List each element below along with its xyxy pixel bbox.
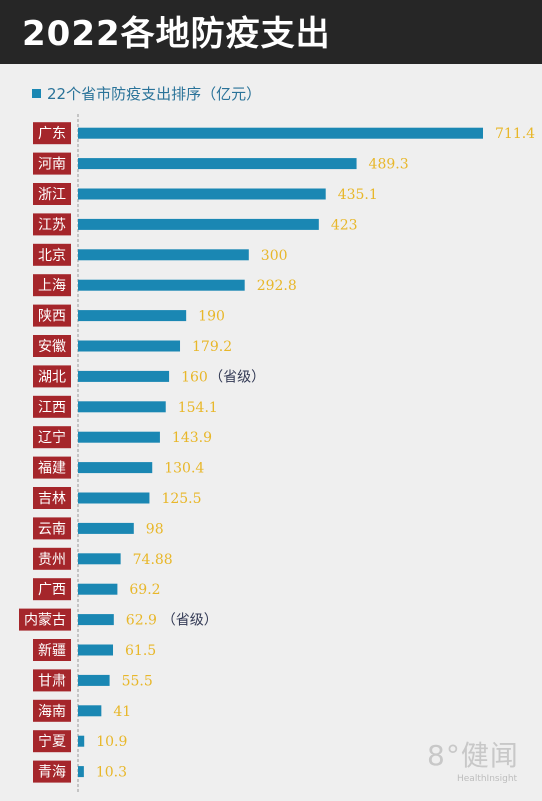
bar	[78, 218, 319, 230]
category-label-bg	[33, 122, 71, 145]
category-label-bg	[33, 213, 71, 236]
watermark-brand: 8°健闻	[427, 739, 519, 772]
value-label: 711.4	[495, 126, 535, 142]
category-label-bg	[33, 365, 71, 388]
legend-swatch	[32, 88, 41, 98]
value-label: 10.3	[96, 765, 127, 781]
category-label-bg	[33, 547, 71, 570]
bar	[78, 583, 118, 595]
category-label-bg	[33, 183, 71, 205]
category-label-bg	[33, 274, 71, 297]
category-label: 江苏	[38, 217, 66, 233]
value-label: 143.9	[172, 430, 212, 446]
value-label: 190	[198, 309, 225, 325]
value-label: 154.1	[178, 400, 218, 416]
value-label: 125.5	[161, 491, 201, 507]
category-label: 福建	[38, 461, 66, 477]
bar	[78, 735, 85, 747]
bar	[78, 522, 134, 534]
category-label-bg	[33, 304, 71, 327]
category-label-bg	[19, 608, 71, 631]
category-label: 浙江	[38, 187, 66, 203]
bar	[78, 340, 181, 352]
category-label-bg	[33, 517, 71, 540]
category-label: 上海	[38, 278, 66, 294]
bar	[78, 158, 357, 170]
bar	[78, 462, 153, 474]
category-label: 贵州	[38, 552, 66, 568]
category-label: 广西	[38, 582, 66, 598]
category-label: 北京	[38, 248, 66, 264]
value-label: 98	[146, 521, 164, 537]
page-title: 2022各地防疫支出	[22, 14, 331, 54]
category-label: 辽宁	[38, 429, 66, 446]
category-label-bg	[33, 335, 71, 357]
category-label: 海南	[38, 704, 66, 720]
category-label-bg	[33, 669, 71, 692]
category-label: 青海	[38, 765, 66, 781]
category-label: 内蒙古	[24, 613, 66, 629]
bar	[78, 614, 114, 626]
bar	[78, 431, 160, 443]
category-label: 湖北	[38, 369, 66, 385]
watermark-sub: HealthInsight	[457, 774, 518, 784]
category-label-bg	[33, 456, 71, 479]
value-label: 300	[261, 248, 288, 264]
value-label: 41	[113, 704, 131, 720]
value-label: 292.8	[257, 278, 297, 294]
watermark-logo: 8°健闻 HealthInsight	[427, 734, 537, 784]
category-label-bg	[33, 487, 71, 509]
title-bar: 2022各地防疫支出	[0, 0, 542, 64]
bar	[78, 644, 114, 656]
value-label: 130.4	[164, 461, 204, 477]
value-label: 62.9	[126, 613, 157, 629]
bar	[78, 401, 166, 413]
bar	[78, 674, 110, 686]
category-label-bg	[33, 699, 71, 722]
category-label-bg	[33, 639, 71, 661]
bar	[78, 766, 84, 778]
category-label-bg	[33, 395, 71, 418]
category-label: 陕西	[38, 309, 66, 325]
value-label: 179.2	[192, 339, 232, 355]
value-label: 74.88	[133, 552, 173, 568]
value-label: 160	[181, 369, 208, 385]
category-label: 甘肃	[38, 673, 66, 689]
bar	[78, 249, 249, 261]
category-label: 吉林	[38, 491, 66, 507]
category-label: 安徽	[38, 339, 66, 355]
category-label: 广东	[38, 126, 66, 142]
category-label: 新疆	[38, 643, 66, 659]
bar	[78, 310, 187, 322]
category-label: 江西	[38, 400, 66, 416]
bar	[78, 279, 245, 291]
value-label: 61.5	[125, 643, 156, 659]
category-label: 宁夏	[38, 733, 66, 750]
category-label-bg	[33, 760, 71, 783]
value-label: 435.1	[338, 187, 378, 203]
category-label-bg	[33, 578, 71, 601]
bar	[78, 127, 483, 139]
bar	[78, 370, 170, 382]
value-label: 69.2	[129, 582, 160, 598]
bar	[78, 705, 102, 717]
chart-legend: 22个省市防疫支出排序（亿元）	[32, 82, 261, 104]
bar	[78, 188, 326, 200]
value-label: 423	[331, 217, 358, 233]
value-label: 489.3	[369, 157, 409, 173]
annotation-label: （省级）	[162, 613, 218, 629]
value-label: 55.5	[122, 673, 153, 689]
category-label-bg	[33, 426, 71, 449]
category-label: 河南	[38, 157, 66, 173]
annotation-label: （省级）	[209, 369, 265, 385]
category-label-bg	[33, 730, 71, 753]
bar	[78, 492, 150, 504]
category-label-bg	[33, 243, 71, 266]
value-label: 10.9	[96, 734, 127, 750]
category-label-bg	[33, 152, 71, 175]
category-label: 云南	[38, 521, 66, 537]
bar	[78, 553, 121, 565]
legend-label: 22个省市防疫支出排序（亿元）	[47, 84, 262, 103]
